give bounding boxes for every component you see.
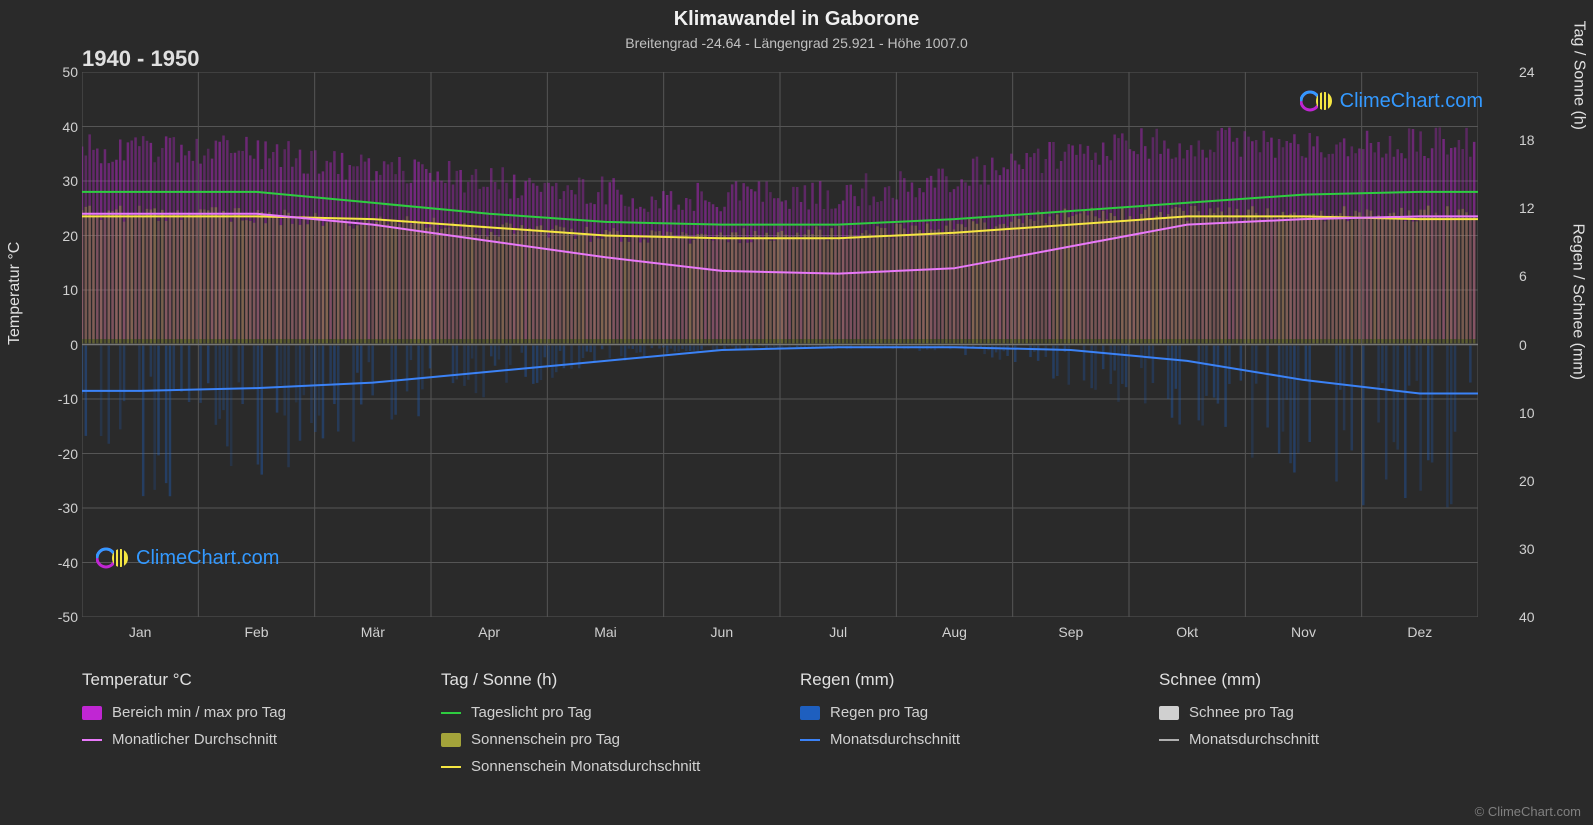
legend-label: Regen pro Tag <box>830 704 928 721</box>
legend-item-rain-daily: Regen pro Tag <box>800 704 1119 721</box>
line-swatch-icon <box>1159 739 1179 741</box>
swatch-icon <box>1159 706 1179 720</box>
watermark-top: ClimeChart.com <box>1300 88 1483 114</box>
logo-icon <box>96 545 130 571</box>
legend-item-temp-range: Bereich min / max pro Tag <box>82 704 401 721</box>
swatch-icon <box>800 706 820 720</box>
legend-label: Tageslicht pro Tag <box>471 704 592 721</box>
line-swatch-icon <box>82 739 102 741</box>
legend-header-daysun: Tag / Sonne (h) <box>441 670 760 690</box>
watermark-text: ClimeChart.com <box>1340 90 1483 113</box>
line-swatch-icon <box>441 712 461 714</box>
legend-col-temp: Temperatur °C Bereich min / max pro Tag … <box>82 670 401 775</box>
swatch-icon <box>82 706 102 720</box>
legend-item-sunavg: Sonnenschein Monatsdurchschnitt <box>441 758 760 775</box>
legend-item-snow-daily: Schnee pro Tag <box>1159 704 1478 721</box>
line-swatch-icon <box>441 766 461 768</box>
y-axis-right-top-label: Tag / Sonne (h) <box>1569 21 1587 130</box>
legend-label: Sonnenschein Monatsdurchschnitt <box>471 758 700 775</box>
watermark-text: ClimeChart.com <box>136 547 279 570</box>
legend-item-daylight: Tageslicht pro Tag <box>441 704 760 721</box>
legend-col-snow: Schnee (mm) Schnee pro Tag Monatsdurchsc… <box>1159 670 1478 775</box>
logo-icon <box>1300 88 1334 114</box>
y-axis-right-bottom-label: Regen / Schnee (mm) <box>1569 223 1587 380</box>
y-axis-left-label: Temperatur °C <box>6 242 24 345</box>
legend-header-snow: Schnee (mm) <box>1159 670 1478 690</box>
legend-item-sunshine: Sonnenschein pro Tag <box>441 731 760 748</box>
chart-title: Klimawandel in Gaborone <box>0 0 1593 31</box>
x-ticks: JanFebMärAprMaiJunJulAugSepOktNovDez <box>82 624 1478 644</box>
copyright: © ClimeChart.com <box>1475 804 1581 819</box>
legend-item-snow-avg: Monatsdurchschnitt <box>1159 731 1478 748</box>
line-swatch-icon <box>800 739 820 741</box>
legend-col-daysun: Tag / Sonne (h) Tageslicht pro Tag Sonne… <box>441 670 760 775</box>
legend-item-temp-avg: Monatlicher Durchschnitt <box>82 731 401 748</box>
legend-label: Monatsdurchschnitt <box>1189 731 1319 748</box>
y-ticks-right: 2418126010203040 <box>1519 72 1553 617</box>
legend-header-temp: Temperatur °C <box>82 670 401 690</box>
legend-label: Schnee pro Tag <box>1189 704 1294 721</box>
legend-label: Monatsdurchschnitt <box>830 731 960 748</box>
legend-label: Monatlicher Durchschnitt <box>112 731 277 748</box>
legend-label: Sonnenschein pro Tag <box>471 731 620 748</box>
swatch-icon <box>441 733 461 747</box>
chart-subtitle: Breitengrad -24.64 - Längengrad 25.921 -… <box>0 31 1593 51</box>
legend-header-rain: Regen (mm) <box>800 670 1119 690</box>
legend-col-rain: Regen (mm) Regen pro Tag Monatsdurchschn… <box>800 670 1119 775</box>
watermark-bottom: ClimeChart.com <box>96 545 279 571</box>
legend-label: Bereich min / max pro Tag <box>112 704 286 721</box>
legend: Temperatur °C Bereich min / max pro Tag … <box>82 670 1478 775</box>
plot-area <box>82 72 1478 617</box>
y-ticks-left: 50403020100-10-20-30-40-50 <box>40 72 78 617</box>
period-label: 1940 - 1950 <box>82 46 199 72</box>
legend-item-rain-avg: Monatsdurchschnitt <box>800 731 1119 748</box>
